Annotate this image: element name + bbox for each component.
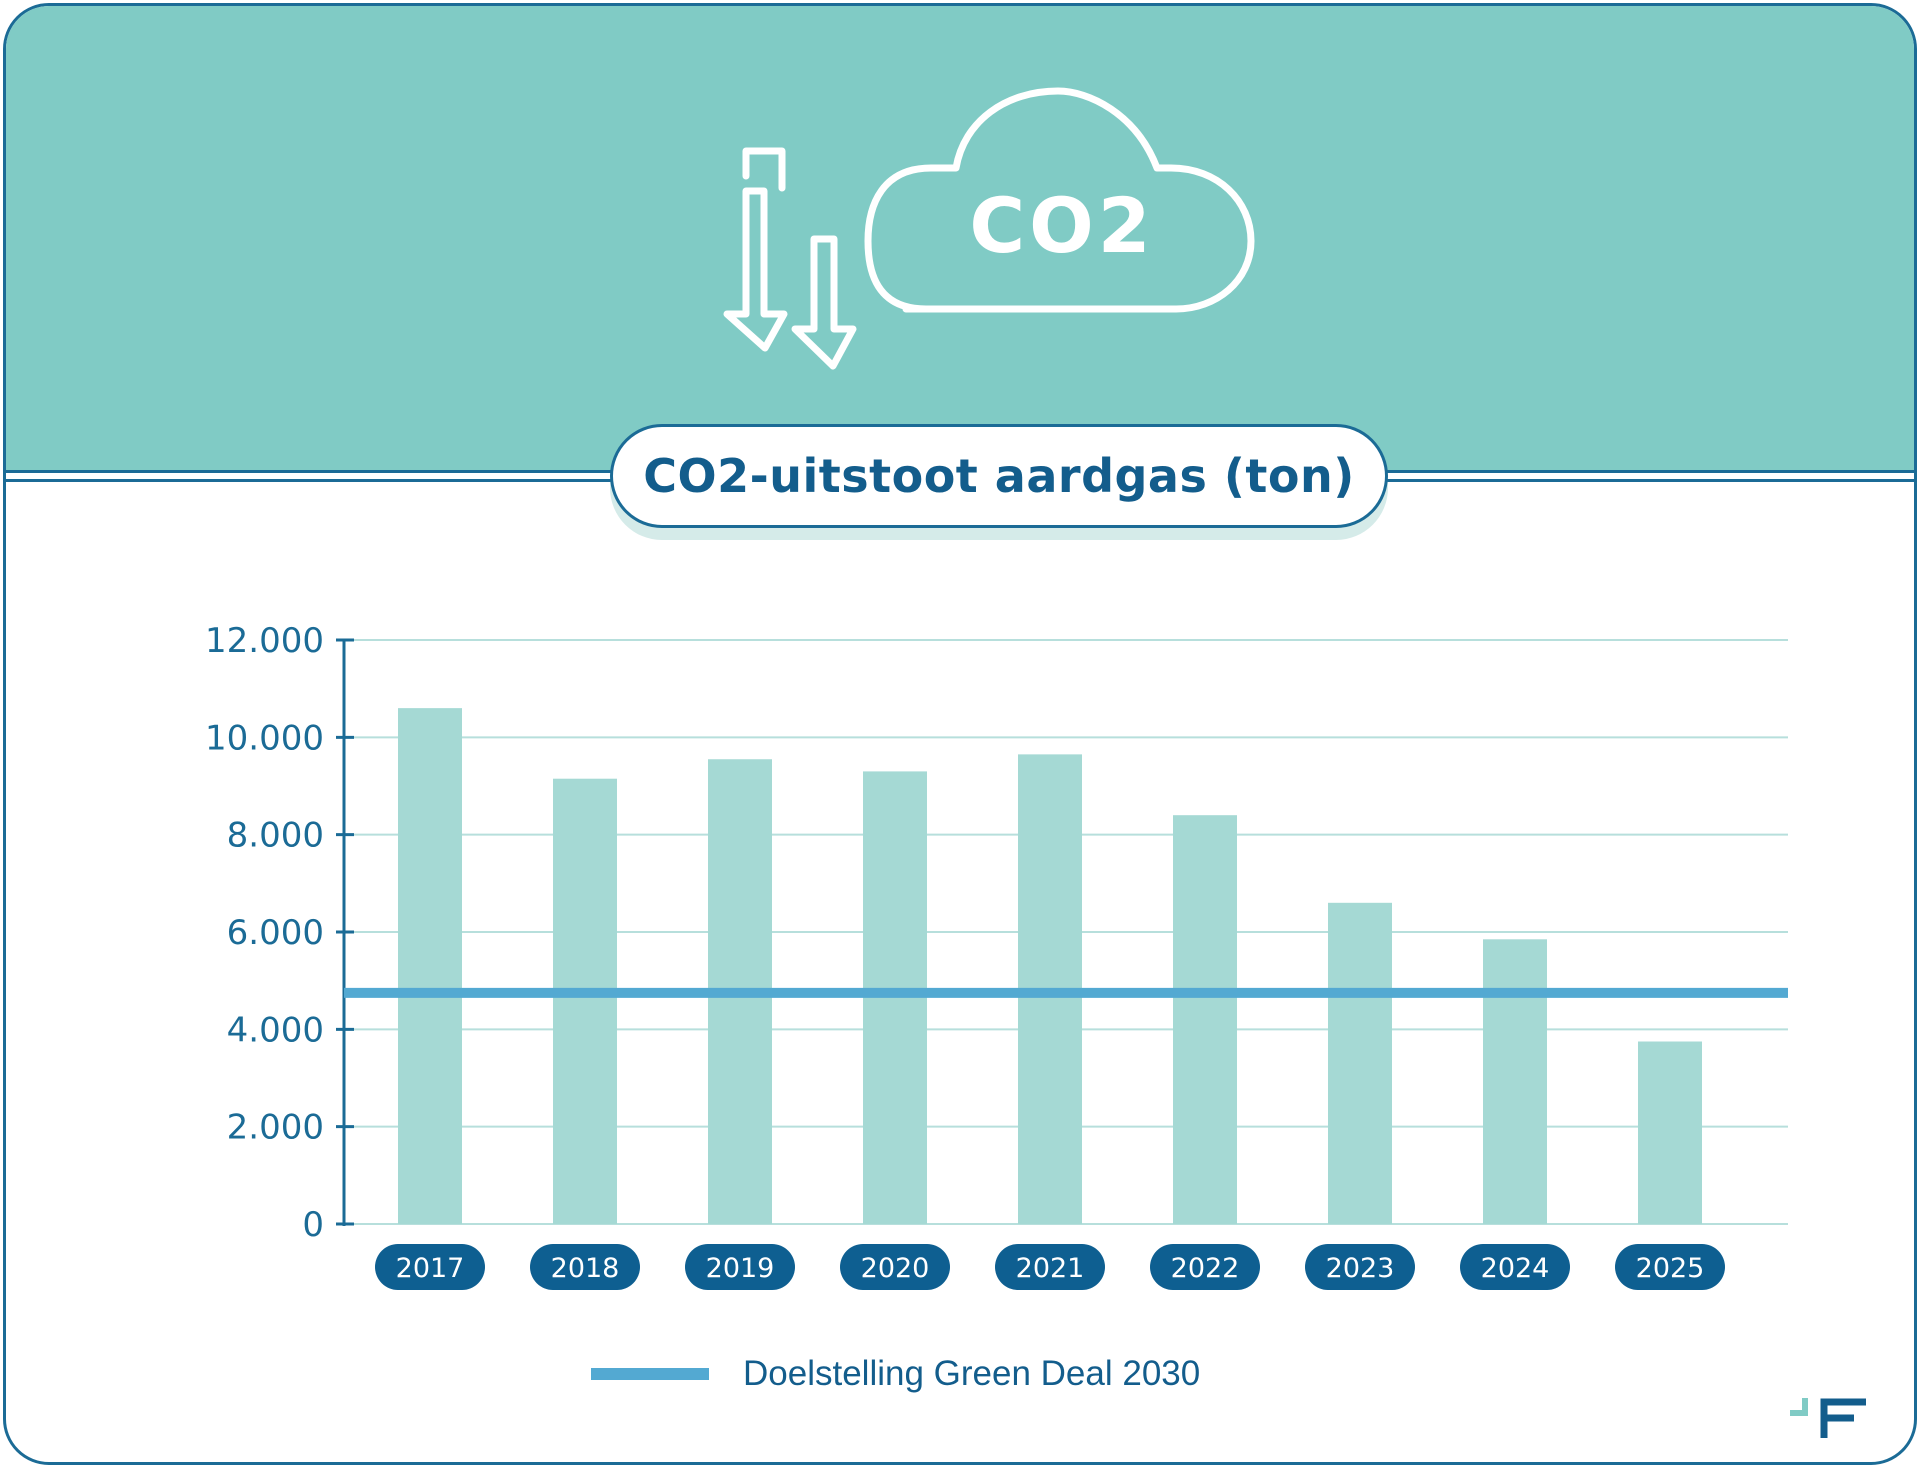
bars (398, 708, 1702, 1224)
bar (398, 708, 462, 1224)
x-category-pill (375, 1244, 485, 1290)
x-category-pill (1615, 1244, 1725, 1290)
infographic-card: CO2 CO2-uitstoot aardgas (ton) 0 2.000 4.0… (3, 3, 1917, 1465)
x-tick-label: 2021 (1016, 1253, 1085, 1284)
y-tick-label: 0 (302, 1205, 324, 1245)
x-tick-label: 2022 (1171, 1253, 1240, 1284)
y-tick-label: 2.000 (227, 1108, 324, 1148)
y-axis: 0 2.000 4.000 6.000 8.000 10.000 12.000 (205, 621, 354, 1245)
cloud-co2-label: CO2 (969, 181, 1154, 270)
x-category-pill (685, 1244, 795, 1290)
y-tick-label: 12.000 (205, 621, 324, 661)
x-tick-label: 2023 (1326, 1253, 1395, 1284)
x-tick-label: 2024 (1481, 1253, 1550, 1284)
chart-title: CO2-uitstoot aardgas (ton) (643, 449, 1355, 503)
bar (1483, 939, 1547, 1224)
bar (1638, 1041, 1702, 1224)
x-axis-labels: 2017 2018 2019 2020 2021 2022 2023 2024 2025 (375, 1244, 1725, 1290)
x-tick-label: 2018 (551, 1253, 620, 1284)
y-tick-label: 8.000 (227, 816, 324, 856)
y-tick-label: 6.000 (227, 913, 324, 953)
x-category-pill (1460, 1244, 1570, 1290)
x-tick-label: 2017 (396, 1253, 465, 1284)
header-banner (6, 6, 1914, 473)
x-tick-label: 2019 (706, 1253, 775, 1284)
y-tick-label: 4.000 (227, 1010, 324, 1050)
x-tick-label: 2020 (861, 1253, 930, 1284)
y-tick-label: 10.000 (205, 718, 324, 758)
chart-title-pill: CO2-uitstoot aardgas (ton) (610, 424, 1388, 528)
bar (553, 778, 617, 1224)
co2-cloud-down-arrows-icon: CO2 (723, 87, 1255, 370)
x-category-pill (1305, 1244, 1415, 1290)
legend: Doelstelling Green Deal 2030 (591, 1354, 1200, 1394)
company-logo-icon (1790, 1398, 1866, 1438)
bar (1328, 902, 1392, 1224)
legend-swatch-target-line (591, 1368, 709, 1380)
legend-label: Doelstelling Green Deal 2030 (743, 1354, 1201, 1393)
x-category-pill (995, 1244, 1105, 1290)
x-category-pill (840, 1244, 950, 1290)
x-category-pill (1150, 1244, 1260, 1290)
x-tick-label: 2025 (1636, 1253, 1705, 1284)
bar (1173, 815, 1237, 1224)
x-category-pill (530, 1244, 640, 1290)
